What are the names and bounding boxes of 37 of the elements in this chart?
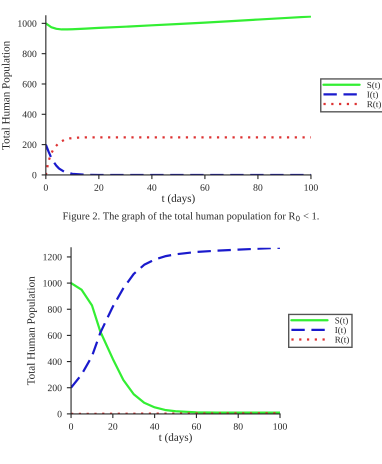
- x-tick-label: 100: [304, 184, 318, 191]
- x-tick-label: 60: [192, 423, 201, 430]
- x-tick-label: 20: [108, 423, 118, 430]
- legend-label: I(t): [335, 326, 346, 335]
- y-tick-label: 0: [32, 172, 36, 178]
- y-tick-label: 800: [48, 306, 62, 313]
- legend-label: R(t): [335, 336, 349, 345]
- y-tick-label: 200: [48, 384, 62, 392]
- legend-label: I(t): [367, 91, 378, 100]
- x-tick-label: 40: [147, 184, 156, 191]
- y-tick-label: 200: [22, 142, 36, 148]
- x-axis-title: t (days): [158, 433, 192, 444]
- x-axis-title: t (days): [162, 194, 195, 204]
- y-tick-label: 1000: [43, 280, 62, 287]
- legend-label: S(t): [367, 82, 380, 90]
- legend-label: R(t): [367, 100, 381, 110]
- legend-label: S(t): [335, 317, 348, 326]
- y-tick-label: 400: [48, 358, 62, 366]
- y-axis-title: Total Human Population: [2, 40, 12, 150]
- y-tick-label: 400: [22, 111, 36, 118]
- y-tick-label: 800: [22, 50, 36, 58]
- line-series: [46, 16, 311, 31]
- y-axis-title: Total Human Population: [26, 276, 38, 386]
- x-tick-label: 60: [200, 184, 210, 191]
- y-tick-label: 1200: [43, 254, 62, 260]
- x-tick-label: 80: [234, 423, 243, 430]
- y-tick-label: 0: [58, 410, 62, 418]
- line-series: [71, 248, 280, 389]
- y-tick-label: 1000: [18, 20, 36, 27]
- caption: Figure 2. The graph of the total human population for R$_{0}$ < 1.: [62, 212, 319, 222]
- x-tick-label: 40: [150, 423, 160, 430]
- y-tick-label: 600: [48, 332, 62, 339]
- x-tick-label: 0: [68, 423, 74, 430]
- y-tick-label: 600: [22, 80, 36, 88]
- x-tick-label: 20: [94, 184, 104, 191]
- x-tick-label: 100: [274, 423, 287, 430]
- x-tick-label: 80: [253, 184, 262, 191]
